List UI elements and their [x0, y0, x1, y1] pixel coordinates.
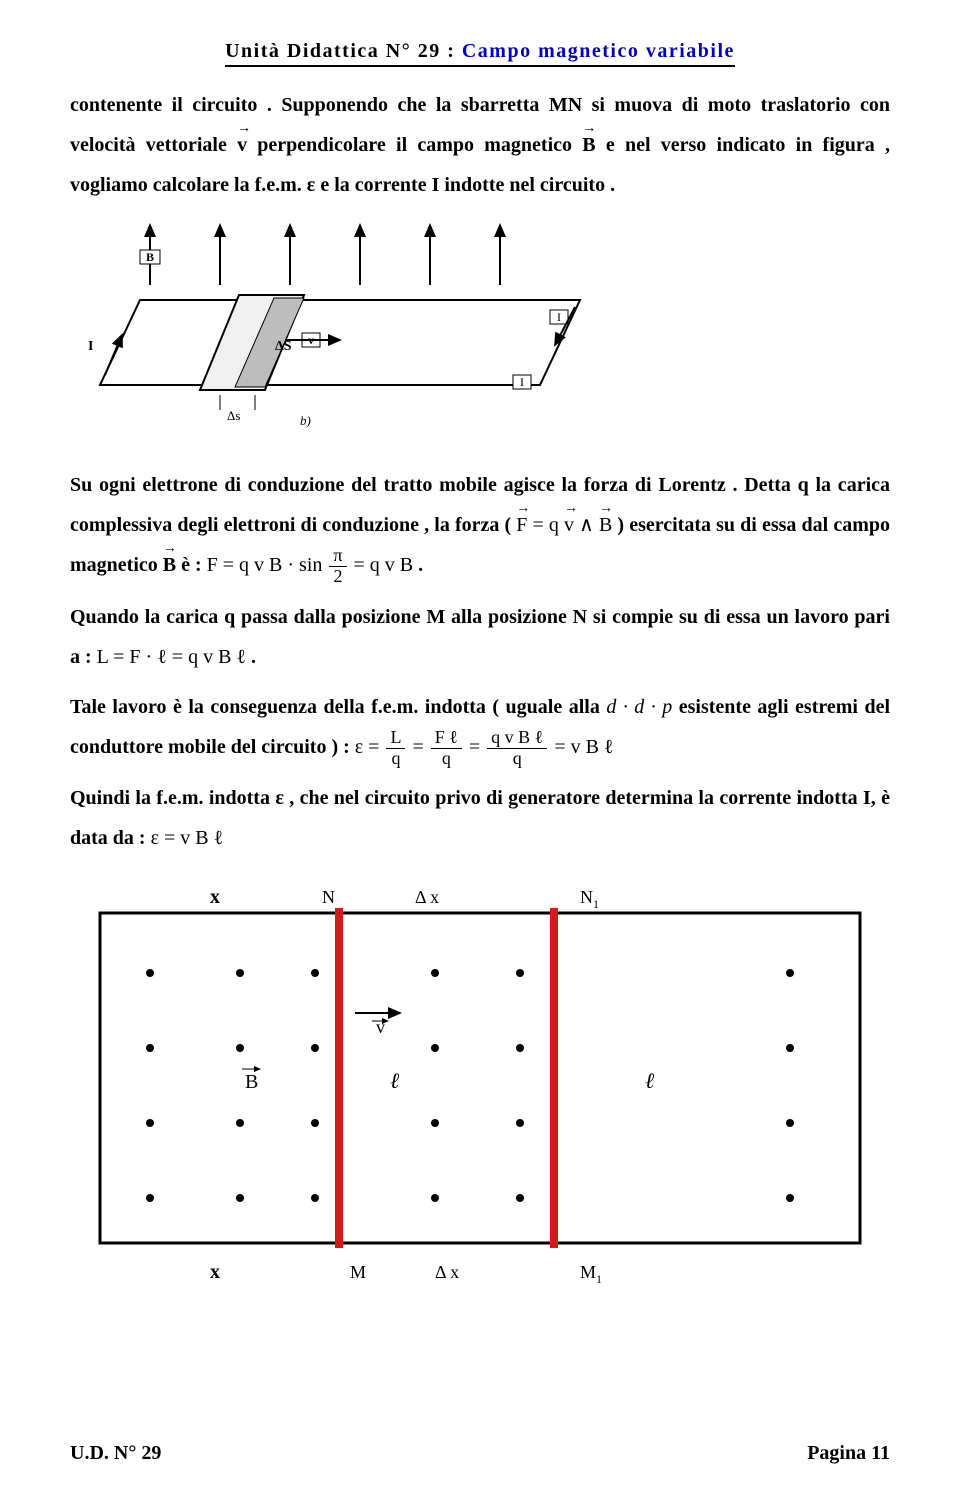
vec-v: v: [237, 125, 247, 165]
ddp: d · d · p: [606, 696, 672, 718]
red-bar-left: [335, 908, 343, 1248]
header-suffix: Campo magnetico variabile: [462, 40, 735, 62]
p4a: Tale lavoro è la conseguenza della f.e.m…: [70, 696, 606, 718]
vec-B-2: B: [163, 545, 176, 585]
footer-left: U.D. N° 29: [70, 1442, 161, 1465]
fig2-v: v: [376, 1017, 385, 1037]
fig2-M: M: [350, 1262, 366, 1282]
p3b: .: [251, 646, 256, 668]
fig1-I-left: I: [88, 339, 93, 354]
fig2-ell-left: ℓ: [390, 1068, 400, 1093]
footer-right: Pagina 11: [807, 1442, 890, 1465]
fig2-B: B: [245, 1071, 258, 1093]
fig1-b: b): [300, 413, 311, 428]
page: Unità Didattica N° 29 : Campo magnetico …: [0, 0, 960, 1505]
fig2-x-top: x: [210, 886, 220, 908]
fig2-x-bot: x: [210, 1261, 220, 1283]
p2d: .: [418, 554, 423, 576]
fig2-ell-right: ℓ: [645, 1068, 655, 1093]
paragraph-1: contenente il circuito . Supponendo che …: [70, 85, 890, 205]
page-footer: U.D. N° 29 Pagina 11: [70, 1442, 890, 1465]
fig1-B-label: B: [146, 250, 154, 264]
paragraph-4: Tale lavoro è la conseguenza della f.e.m…: [70, 687, 890, 769]
header-prefix: Unità Didattica N° 29 :: [225, 40, 462, 62]
fig2-M1: M1: [580, 1262, 602, 1286]
page-header: Unità Didattica N° 29 : Campo magnetico …: [70, 40, 890, 67]
fig2-dx-top: Δ x: [415, 887, 439, 907]
fig1-ds: Δs: [227, 408, 240, 423]
fig2-N1: N1: [580, 887, 599, 911]
eps-chain: ε = Lq = F ℓq = q v B ℓq = v B ℓ: [355, 736, 614, 758]
eps-final: ε = v B ℓ: [151, 827, 224, 849]
vec-B: B: [582, 125, 595, 165]
frac-pi-2: π 2: [329, 546, 346, 587]
eq-force-vec: F = q v ∧ B: [516, 514, 617, 536]
header-underline: Unità Didattica N° 29 : Campo magnetico …: [225, 40, 735, 67]
fig2-field-dots: [146, 969, 794, 1202]
red-bar-right: [550, 908, 558, 1248]
fig1-I-right: I: [557, 310, 561, 324]
fig1-I-bot: I: [520, 375, 524, 389]
figure-2: x N Δ x N1 x M Δ x M1 v B ℓ ℓ: [90, 873, 870, 1293]
paragraph-3: Quando la carica q passa dalla posizione…: [70, 597, 890, 677]
p1b: perpendicolare il campo magnetico: [257, 134, 582, 156]
eq-force-mag: F = q v B · sin π 2 = q v B: [207, 554, 418, 576]
fig1-dS: ΔS: [275, 339, 292, 354]
p2c: è :: [181, 554, 207, 576]
fig2-dx-bot: Δ x: [435, 1262, 459, 1282]
eq-work: L = F · ℓ = q v B ℓ: [97, 646, 246, 668]
paragraph-2: Su ogni elettrone di conduzione del trat…: [70, 465, 890, 587]
figure-1: B ΔS v I I I Δs b): [70, 215, 590, 445]
fig2-N: N: [322, 887, 335, 907]
paragraph-5: Quindi la f.e.m. indotta ε , che nel cir…: [70, 778, 890, 858]
